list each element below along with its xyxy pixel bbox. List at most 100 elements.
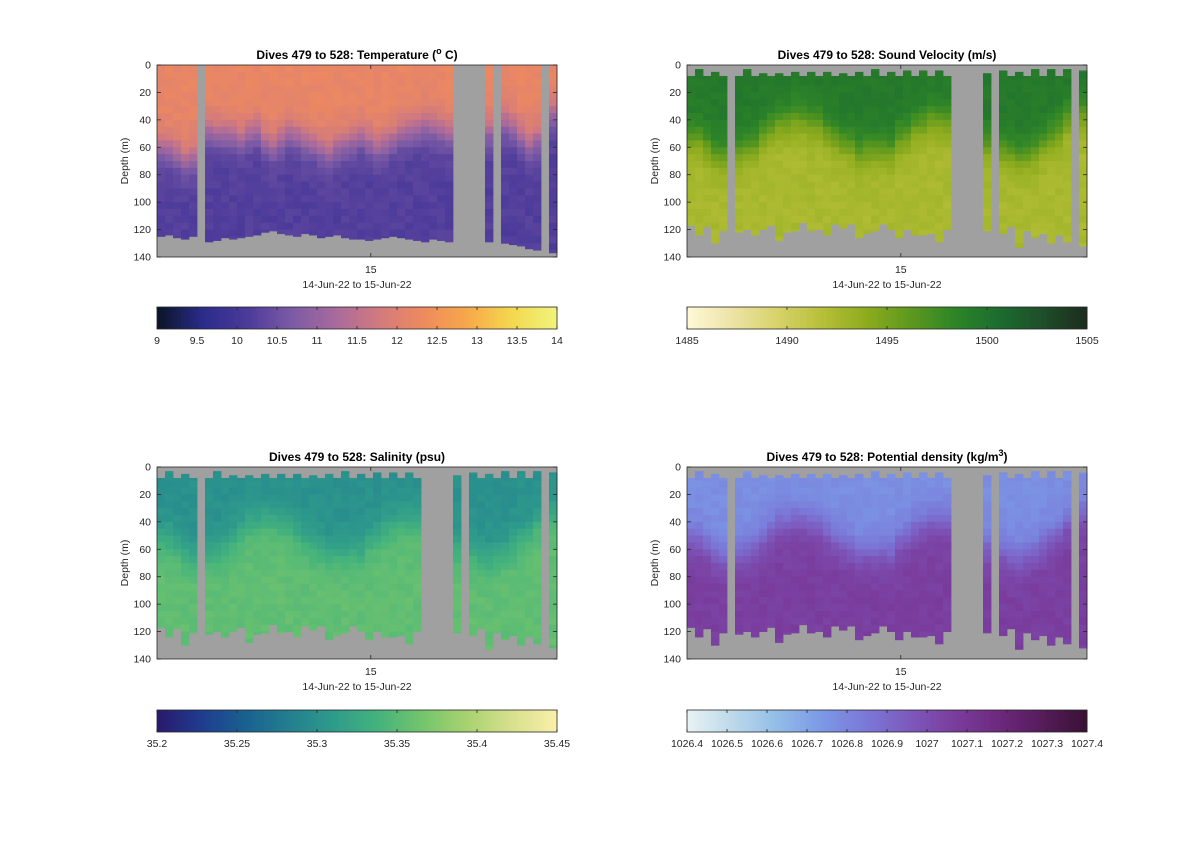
data-cell [839,521,848,530]
data-cell [903,472,912,475]
data-cell [485,106,494,114]
data-cell [445,161,454,169]
data-cell [221,119,230,128]
data-cell [935,501,944,509]
data-cell [285,222,294,230]
data-cell [719,147,728,155]
data-cell [341,515,350,523]
colorbar-swatch [277,710,281,732]
data-cell [927,92,936,100]
data-cell [309,542,318,550]
data-cell [357,528,366,536]
profile-column [429,65,438,240]
data-cell [799,597,808,605]
profile-column [317,65,326,239]
colorbar-swatch [1047,307,1051,329]
data-cell [381,188,390,196]
data-cell [181,161,190,169]
data-cell [743,202,752,210]
colorbar-swatch [323,307,328,329]
data-cell [293,161,302,169]
y-tick-label: 120 [663,224,681,236]
data-cell [1007,569,1016,578]
data-cell [373,147,382,155]
data-cell [751,528,760,536]
profile-column [927,75,936,235]
data-cell [181,99,190,107]
data-cell [783,181,792,189]
data-cell [229,140,238,148]
data-cell [325,569,334,578]
profile-column [253,65,262,236]
data-cell [317,202,326,210]
profile-column [711,71,720,244]
data-cell [863,126,872,134]
data-cell [469,542,478,550]
profile-column [501,65,510,244]
data-cell [253,569,262,578]
data-cell [783,556,792,564]
data-cell [775,78,784,86]
data-cell [999,181,1008,189]
data-cell [549,576,558,584]
data-cell [887,563,896,571]
data-cell [229,515,238,523]
data-cell [181,617,190,626]
data-cell [405,71,414,80]
data-cell [245,215,254,224]
colorbar-swatch [317,307,321,329]
data-cell [863,140,872,148]
data-cell [767,501,776,509]
y-axis-label: Depth (m) [649,138,661,185]
data-cell [871,549,880,557]
data-cell [887,473,896,482]
data-cell [349,535,358,543]
data-cell [895,119,904,128]
data-cell [1047,617,1056,626]
data-cell [317,222,326,230]
colorbar-swatch [407,307,411,329]
data-cell [293,106,302,114]
data-cell [879,140,888,148]
data-cell [525,99,534,107]
data-cell [349,154,358,162]
data-cell [373,480,382,488]
data-cell [983,202,992,210]
data-cell [549,181,558,189]
data-cell [759,147,768,155]
data-cell [245,85,254,93]
data-cell [205,92,214,100]
colorbar-tick-label: 10.5 [267,335,288,347]
data-cell [1079,645,1088,649]
data-cell [405,188,414,196]
colorbar-swatch [327,710,331,732]
data-cell [485,188,494,196]
data-cell [927,569,936,578]
data-cell [525,78,534,86]
data-cell [277,229,286,235]
data-cell [493,508,502,516]
colorbar-swatch [700,710,705,732]
data-cell [1031,140,1040,148]
data-cell [783,583,792,591]
data-cell [927,78,936,86]
data-cell [469,569,478,578]
data-cell [213,515,222,523]
data-cell [855,521,864,530]
data-cell [181,174,190,182]
data-cell [943,209,952,217]
data-cell [381,181,390,189]
data-cell [1055,477,1064,482]
data-cell [703,494,712,502]
data-cell [245,140,254,148]
data-cell [1007,106,1016,114]
data-cell [903,521,912,530]
data-cell [807,528,816,536]
data-cell [1007,624,1016,630]
data-cell [373,583,382,591]
data-cell [405,473,414,482]
data-cell [767,167,776,176]
profile-column [405,65,414,240]
data-cell [413,85,422,93]
data-cell [783,549,792,557]
